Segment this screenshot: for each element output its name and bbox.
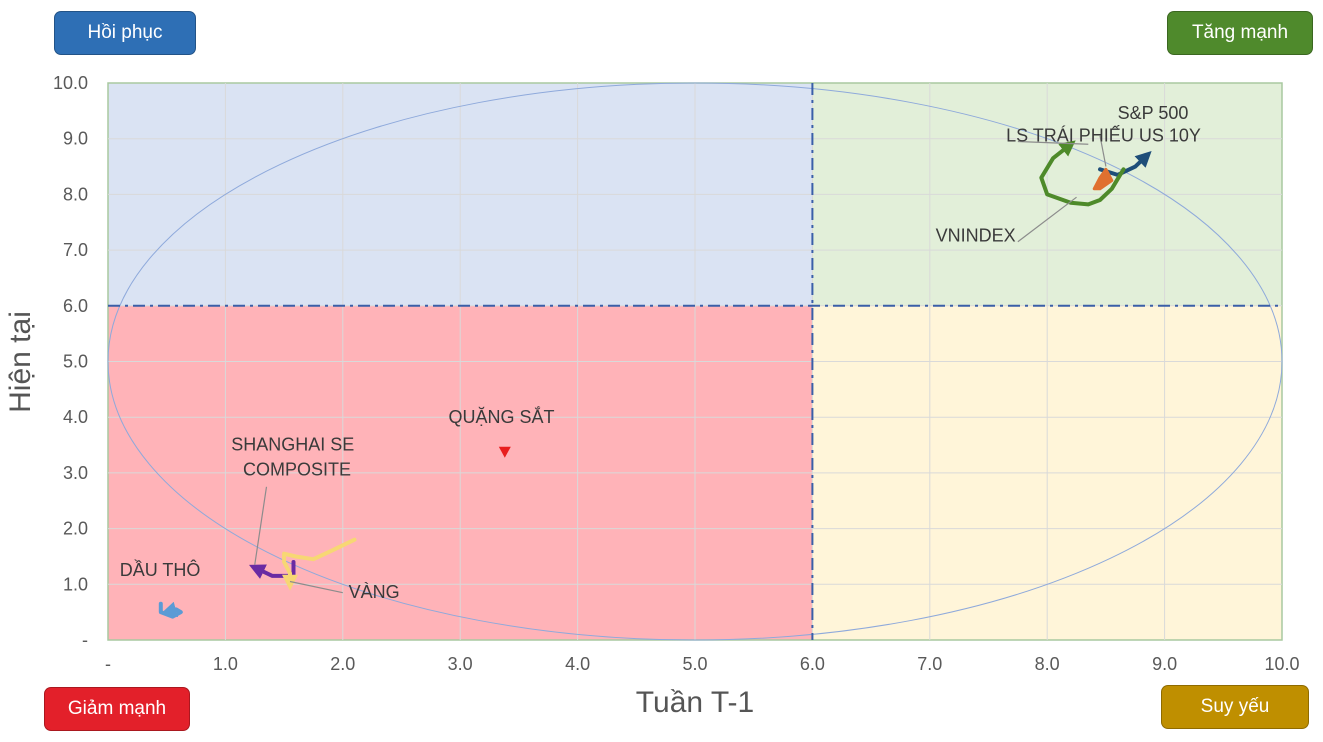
tick-labels: - 1.0 2.0 3.0 4.0 5.0 6.0 7.0 8.0 9.0 10.0 - 1.0 2.0 3… — [53, 73, 1300, 674]
series-vnindex-line — [1039, 140, 1126, 207]
y-tick-label: 7.0 — [63, 240, 88, 260]
leader-line — [1099, 135, 1107, 167]
series-annotation: DẦU THÔ — [120, 559, 201, 580]
quadrant-badge-strong-decrease: Giảm mạnh — [44, 687, 190, 731]
x-tick-label: 10.0 — [1264, 654, 1299, 674]
series-annotation: COMPOSITE — [243, 460, 351, 480]
leader-line — [1017, 140, 1089, 145]
threshold-lines — [108, 83, 1282, 640]
x-tick-label: 4.0 — [565, 654, 590, 674]
quadrant-badge-strong-increase: Tăng mạnh — [1167, 11, 1313, 55]
reference-ellipse — [107, 82, 1283, 641]
series-annotation: SHANGHAI SE — [231, 435, 354, 455]
x-tick-label: 9.0 — [1152, 654, 1177, 674]
series-annotation: QUẶNG SẮT — [448, 406, 554, 427]
leader-line — [289, 580, 343, 594]
x-tick-label: - — [105, 654, 111, 674]
series-annotation: S&P 500 — [1118, 103, 1189, 123]
series-layer — [158, 140, 1152, 619]
x-tick-label: 6.0 — [800, 654, 825, 674]
quadrant-badge-weakening: Suy yếu — [1161, 685, 1309, 729]
x-tick-label: 8.0 — [1035, 654, 1060, 674]
series-annotation: LS TRÁI PHIẾU US 10Y — [1006, 124, 1201, 145]
y-tick-label: 9.0 — [63, 129, 88, 149]
x-tick-label: 3.0 — [448, 654, 473, 674]
series-ls-tr-i-phi-u-us-10y-line — [1092, 167, 1114, 191]
y-tick-label: 5.0 — [63, 352, 88, 372]
y-tick-label: 4.0 — [63, 407, 88, 427]
y-tick-label: 10.0 — [53, 73, 88, 93]
x-tick-label: 5.0 — [682, 654, 707, 674]
y-tick-label: 3.0 — [63, 463, 88, 483]
series-annotation: VNINDEX — [936, 226, 1016, 246]
quadrant-badge-recovering: Hồi phục — [54, 11, 196, 55]
series-qu-ng-s-t-marker — [498, 446, 511, 458]
y-tick-label: - — [82, 630, 88, 650]
y-tick-label: 2.0 — [63, 519, 88, 539]
reference-ellipse-shape — [107, 82, 1283, 641]
x-tick-label: 2.0 — [330, 654, 355, 674]
x-tick-label: 7.0 — [917, 654, 942, 674]
leader-lines — [254, 135, 1107, 594]
x-axis-label: Tuần T-1 — [636, 686, 754, 719]
y-tick-label: 6.0 — [63, 296, 88, 316]
series-annotation: VÀNG — [349, 582, 400, 602]
y-axis-label: Hiện tại — [4, 311, 37, 413]
x-tick-label: 1.0 — [213, 654, 238, 674]
series-d-u-th-line — [158, 601, 183, 619]
leader-line — [254, 486, 268, 565]
leader-line — [1017, 196, 1077, 243]
series-v-ng-line — [282, 537, 357, 591]
y-tick-label: 8.0 — [63, 184, 88, 204]
y-tick-label: 1.0 — [63, 574, 88, 594]
grid-lines — [108, 83, 1282, 640]
